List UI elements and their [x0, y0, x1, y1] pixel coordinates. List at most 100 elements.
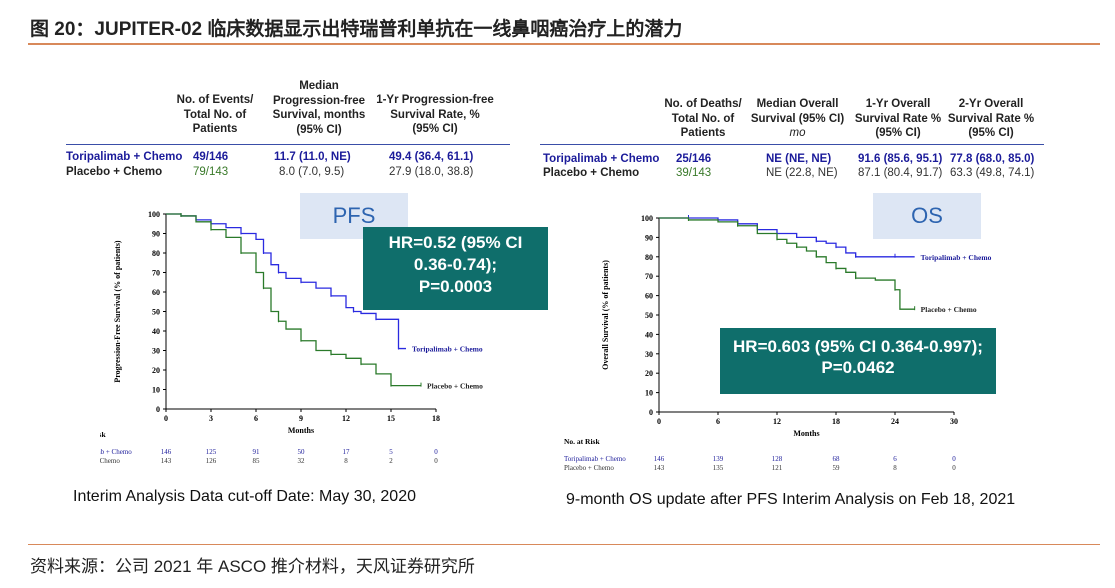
os-table-rule [540, 144, 1044, 145]
pfs-cell: 8.0 (7.0, 9.5) [279, 166, 345, 178]
pfs-cell: 27.9 (18.0, 38.8) [389, 166, 474, 178]
risk-value: 85 [253, 457, 261, 465]
risk-value: 0 [952, 464, 956, 472]
pfs-cell: 49.4 (36.4, 61.1) [389, 151, 474, 163]
risk-arm-label: Placebo + Chemo [100, 457, 120, 465]
risk-value: 59 [833, 464, 841, 472]
risk-value: 146 [654, 455, 665, 463]
y-tick-label: 30 [152, 347, 160, 356]
title-divider [28, 43, 1100, 45]
y-tick-label: 70 [645, 272, 653, 281]
risk-value: 8 [344, 457, 348, 465]
os-header-median-unit: mo [789, 127, 806, 139]
x-tick-label: 15 [387, 414, 395, 423]
y-tick-label: 20 [152, 366, 160, 375]
arm-name: Toripalimab + Chemo [66, 151, 183, 163]
os-cell: 63.3 (49.8, 74.1) [950, 167, 1035, 179]
series-label: Placebo + Chemo [921, 305, 977, 314]
pfs-hr-box: HR=0.52 (95% CI 0.36-0.74); P=0.0003 [363, 227, 548, 310]
risk-value: 125 [206, 448, 217, 456]
pfs-cell: 49/146 [193, 151, 229, 163]
arm-name: Placebo + Chemo [66, 166, 163, 178]
x-tick-label: 9 [299, 414, 303, 423]
y-tick-label: 90 [645, 233, 653, 242]
os-header-deaths: No. of Deaths/ Total No. of Patients [664, 98, 742, 139]
y-tick-label: 0 [649, 408, 653, 417]
risk-value: 17 [343, 448, 351, 456]
y-tick-label: 40 [645, 330, 653, 339]
source-note: 资料来源：公司 2021 年 ASCO 推介材料，天风证券研究所 [30, 557, 475, 576]
os-cell: NE (NE, NE) [766, 153, 832, 165]
pfs-hr-line3: P=0.0003 [418, 277, 493, 296]
footer-divider [28, 544, 1100, 545]
x-tick-label: 0 [657, 417, 661, 426]
os-tag: OS [873, 193, 981, 239]
risk-value: 6 [893, 455, 897, 463]
risk-value: 139 [713, 455, 724, 463]
os-hr-box: HR=0.603 (95% CI 0.364-0.997); P=0.0462 [720, 328, 996, 394]
os-header-median: Median Overall Survival (95% CI) mo [750, 97, 845, 141]
km-line-toripalimab [659, 217, 915, 258]
pfs-header-rate: 1-Yr Progression-free Survival Rate, % (… [376, 94, 494, 135]
pfs-tag: PFS [300, 193, 408, 239]
x-tick-label: 12 [342, 414, 350, 423]
pfs-hr-line2: 0.36-0.74); [413, 255, 498, 274]
pfs-cell: 79/143 [193, 166, 229, 178]
risk-value: 135 [713, 464, 724, 472]
y-tick-label: 10 [152, 386, 160, 395]
x-tick-label: 0 [164, 414, 168, 423]
pfs-cell: 11.7 (11.0, NE) [274, 151, 351, 163]
risk-value: 143 [161, 457, 172, 465]
os-header-median-text: Median Overall Survival (95% CI) [750, 98, 845, 125]
risk-header: No. at Risk [564, 437, 600, 446]
risk-value: 143 [654, 464, 665, 472]
y-tick-label: 50 [152, 308, 160, 317]
os-row-placebo: Placebo + Chemo [543, 167, 639, 179]
risk-arm-label: Toripalimab + Chemo [100, 448, 132, 456]
arm-name: Placebo + Chemo [543, 167, 640, 179]
os-row-toripalimab: Toripalimab + Chemo [543, 153, 659, 165]
risk-value: 121 [772, 464, 783, 472]
risk-value: 0 [434, 448, 438, 456]
x-tick-label: 18 [432, 414, 440, 423]
x-tick-label: 24 [891, 417, 899, 426]
y-axis-title: Progression-Free Survival (% of patients… [113, 240, 122, 383]
x-tick-label: 3 [209, 414, 213, 423]
y-tick-label: 20 [645, 369, 653, 378]
y-tick-label: 100 [148, 210, 160, 219]
y-tick-label: 70 [152, 269, 160, 278]
risk-value: 5 [389, 448, 393, 456]
risk-value: 91 [253, 448, 261, 456]
y-tick-label: 100 [641, 214, 653, 223]
x-tick-label: 18 [832, 417, 840, 426]
pfs-row-placebo: Placebo + Chemo [66, 166, 162, 178]
os-cell: 25/146 [676, 153, 712, 165]
y-tick-label: 0 [156, 405, 160, 414]
os-hr-line2: P=0.0462 [821, 358, 895, 377]
y-tick-label: 60 [152, 288, 160, 297]
os-cell: 39/143 [676, 167, 712, 179]
risk-value: 146 [161, 448, 172, 456]
series-label: Toripalimab + Chemo [921, 253, 992, 262]
os-header-yr2: 2-Yr Overall Survival Rate % (95% CI) [947, 98, 1035, 139]
y-tick-label: 30 [645, 350, 653, 359]
risk-arm-label: Toripalimab + Chemo [564, 455, 626, 463]
risk-value: 2 [389, 457, 393, 465]
series-label: Placebo + Chemo [427, 382, 483, 391]
risk-value: 0 [952, 455, 956, 463]
y-tick-label: 90 [152, 230, 160, 239]
risk-value: 8 [893, 464, 897, 472]
os-caption: 9-month OS update after PFS Interim Anal… [566, 491, 1016, 508]
pfs-header-events: No. of Events/ Total No. of Patients [176, 94, 254, 135]
risk-header: No. at Risk [100, 430, 106, 439]
pfs-header-median: Median Progression-free Survival, months… [272, 80, 366, 136]
x-tick-label: 30 [950, 417, 958, 426]
y-tick-label: 60 [645, 292, 653, 301]
pfs-caption: Interim Analysis Data cut-off Date: May … [73, 488, 416, 505]
y-axis-title: Overall Survival (% of patients) [601, 260, 610, 370]
x-tick-label: 6 [716, 417, 720, 426]
y-tick-label: 80 [645, 253, 653, 262]
x-tick-label: 6 [254, 414, 258, 423]
